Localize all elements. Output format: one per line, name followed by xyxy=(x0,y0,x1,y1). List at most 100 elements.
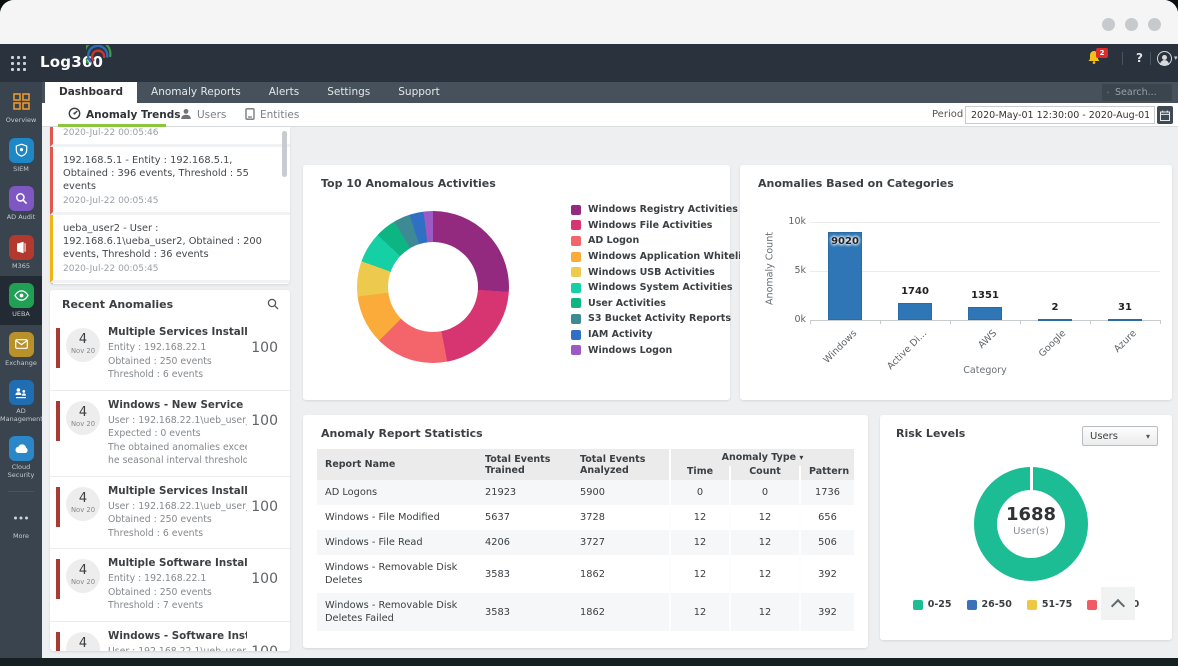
bar-value-label: 2 xyxy=(1051,302,1059,313)
legend-item[interactable]: Windows File Activities xyxy=(571,218,768,234)
sidebar-item-ueba[interactable]: UEBA xyxy=(0,276,42,325)
window-control-dot[interactable] xyxy=(1148,18,1161,31)
legend-item[interactable]: S3 Bucket Activity Reports xyxy=(571,311,768,327)
risk-scope-dropdown[interactable]: Users ▾ xyxy=(1082,426,1158,446)
tab-dashboard[interactable]: Dashboard xyxy=(45,82,138,103)
col-count[interactable]: Count xyxy=(729,466,800,480)
legend-item[interactable]: Windows USB Activities xyxy=(571,264,768,280)
col-anomaly-type[interactable]: Anomaly Type ▾ xyxy=(668,449,855,466)
risk-total-unit: User(s) xyxy=(1013,526,1049,537)
sidebar-item-exchange[interactable]: Exchange xyxy=(0,325,42,374)
window-control-dot[interactable] xyxy=(1102,18,1115,31)
calendar-button[interactable] xyxy=(1157,106,1173,124)
eye-icon xyxy=(8,283,34,308)
col-pattern[interactable]: Pattern xyxy=(798,466,855,480)
col-total-trained[interactable]: Total Events Trained xyxy=(477,449,572,480)
tab-anomaly-reports[interactable]: Anomaly Reports xyxy=(151,86,241,98)
notification-item-clipped[interactable]: 2020-Jul-22 00:05:46 xyxy=(50,127,290,147)
notification-item[interactable]: 192.168.5.1 - Entity : 192.168.5.1, Obta… xyxy=(50,147,290,215)
subtab-entities[interactable]: Entities xyxy=(245,103,299,127)
card-title: Top 10 Anomalous Activities xyxy=(321,177,496,190)
bar-aws[interactable] xyxy=(968,306,1002,320)
axis-tick xyxy=(880,320,881,324)
user-avatar[interactable] xyxy=(1157,51,1172,66)
tab-support[interactable]: Support xyxy=(398,86,440,98)
risk-legend-item[interactable]: 51-75 xyxy=(1026,599,1073,610)
table-row[interactable]: Windows - File Modified 5637 3728 12 12 656 xyxy=(317,505,855,530)
avatar-caret-icon[interactable]: ▾ xyxy=(1174,54,1178,62)
cell-count: 12 xyxy=(729,555,800,593)
card-title: Anomaly Report Statistics xyxy=(321,427,483,440)
tab-alerts[interactable]: Alerts xyxy=(268,86,300,98)
legend-item[interactable]: Windows System Activities xyxy=(571,280,768,296)
sidebar-item-label: Exchange xyxy=(5,358,37,367)
bar-active-di[interactable] xyxy=(898,302,932,320)
y-tick-label: 0k xyxy=(794,314,806,325)
cell-pattern: 392 xyxy=(798,555,855,593)
legend-item[interactable]: AD Logon xyxy=(571,233,768,249)
col-time[interactable]: Time xyxy=(669,466,730,480)
bar-google[interactable] xyxy=(1038,319,1072,321)
window-controls[interactable] xyxy=(1092,16,1161,35)
risk-legend-item[interactable]: 0-25 xyxy=(912,599,952,610)
app-grid-icon[interactable] xyxy=(11,56,27,72)
sidebar-item-overview[interactable]: Overview xyxy=(0,82,42,131)
gauge-icon xyxy=(68,107,81,123)
cell-pattern: 506 xyxy=(798,530,855,555)
sidebar-item-ad-audit[interactable]: AD Audit xyxy=(0,179,42,228)
legend-item[interactable]: Windows Application Whitelisting xyxy=(571,249,768,265)
legend-item[interactable]: User Activities xyxy=(571,296,768,312)
anomaly-score: 100 xyxy=(251,498,278,515)
bar-windows[interactable] xyxy=(828,231,862,320)
activities-legend: Windows Registry Activities Windows File … xyxy=(571,202,768,358)
table-row[interactable]: AD Logons 21923 5900 0 0 1736 xyxy=(317,480,855,505)
notifications-scrollbar[interactable] xyxy=(282,131,287,177)
table-row[interactable]: Windows - Removable Disk Deletes 3583 1862… xyxy=(317,555,855,593)
legend-item[interactable]: Windows Logon xyxy=(571,342,768,358)
table-row[interactable]: Windows - File Read 4206 3727 12 12 506 xyxy=(317,530,855,555)
sidebar-item-ad-management[interactable]: AD Management xyxy=(0,373,43,429)
calendar-icon xyxy=(1160,110,1170,121)
search-input[interactable] xyxy=(1113,86,1167,99)
help-button[interactable]: ? xyxy=(1136,51,1143,65)
anomaly-details: Windows - Software Installed User : 192.1… xyxy=(108,630,247,652)
legend-item[interactable]: IAM Activity xyxy=(571,327,768,343)
legend-swatch xyxy=(571,204,581,215)
tab-settings[interactable]: Settings xyxy=(327,86,371,98)
subtab-users[interactable]: Users xyxy=(180,103,226,127)
bar-azure[interactable] xyxy=(1108,319,1142,321)
risk-donut-chart[interactable]: 1688 User(s) xyxy=(974,467,1088,581)
notification-item[interactable]: ueba_user2 - User : 192.168.6.1\ueba_use… xyxy=(50,215,290,283)
sidebar-item-m365[interactable]: M365 xyxy=(0,228,42,277)
search-icon[interactable] xyxy=(267,298,279,310)
collapse-button[interactable] xyxy=(1101,587,1135,620)
cell-count: 0 xyxy=(729,480,800,505)
sidebar-item-siem[interactable]: SIEM xyxy=(0,131,42,180)
cell-report: Windows - Removable Disk Deletes Failed xyxy=(317,593,477,631)
table-row[interactable]: Windows - Removable Disk Deletes Failed 3… xyxy=(317,593,855,631)
risk-legend-item[interactable]: 26-50 xyxy=(966,599,1012,610)
legend-label: 51-75 xyxy=(1041,599,1073,610)
cell-time: 12 xyxy=(669,530,730,555)
donut-gap xyxy=(1029,467,1033,491)
window-bottom-edge xyxy=(0,658,1178,666)
notification-item[interactable]: ueba_user2 - User : 192.168.6.1\ueba_use… xyxy=(50,283,290,284)
legend-item[interactable]: Windows Registry Activities xyxy=(571,202,768,218)
sidebar-item-more[interactable]: More xyxy=(0,498,42,547)
cell-report: Windows - File Read xyxy=(317,530,477,555)
period-range-input[interactable] xyxy=(965,106,1155,124)
anomaly-score: 100 xyxy=(251,571,278,587)
global-search[interactable] xyxy=(1102,84,1172,101)
sidebar-item-cloud-security[interactable]: Cloud Security xyxy=(0,429,42,485)
subtab-anomaly-trends[interactable]: Anomaly Trends xyxy=(68,103,181,127)
window-control-dot[interactable] xyxy=(1125,18,1138,31)
col-total-analyzed[interactable]: Total Events Analyzed xyxy=(572,449,670,480)
col-report-name[interactable]: Report Name xyxy=(317,449,477,480)
